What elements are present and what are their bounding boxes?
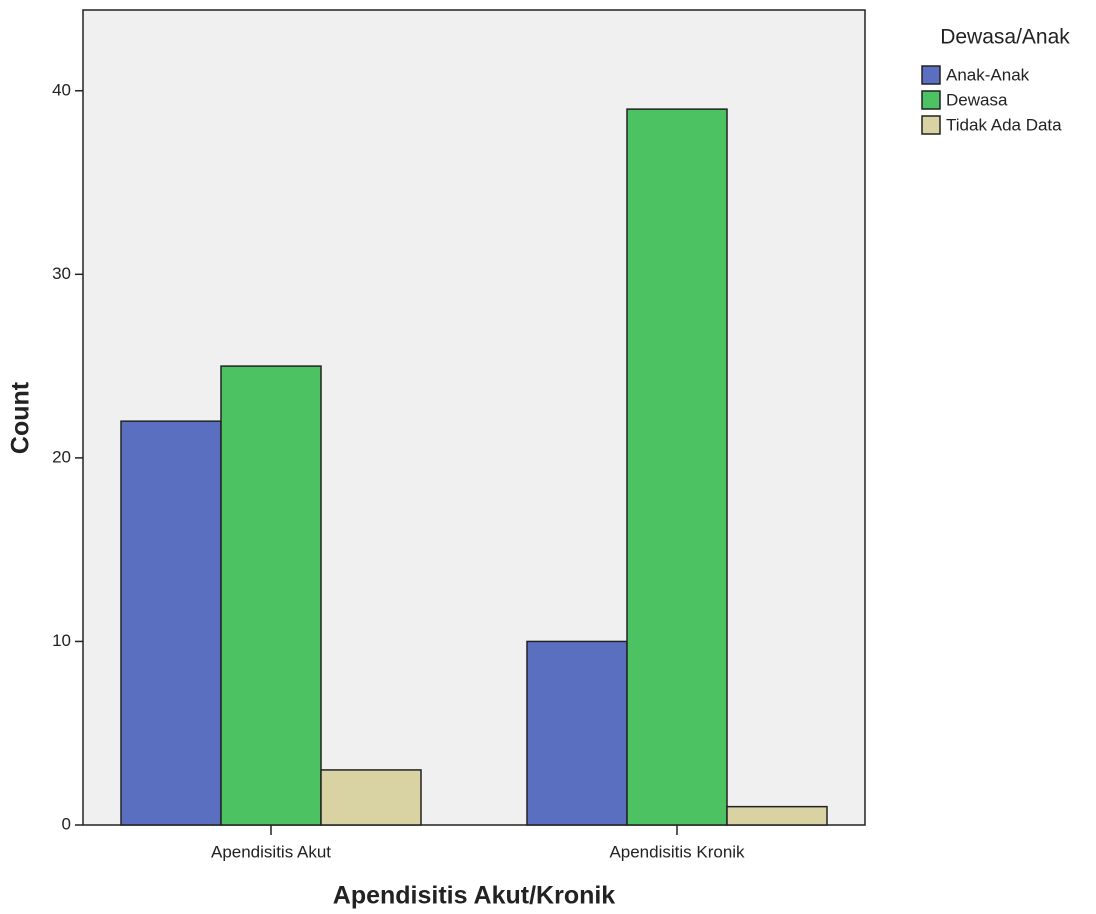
legend-swatch bbox=[921, 90, 941, 110]
y-axis-title: Count bbox=[7, 381, 35, 454]
x-tick-label: Apendisitis Akut bbox=[211, 842, 331, 861]
y-tick-label: 30 bbox=[52, 264, 71, 283]
legend-label: Anak-Anak bbox=[946, 65, 1030, 84]
bar bbox=[220, 365, 322, 826]
bar bbox=[120, 420, 222, 826]
legend-title: Dewasa/Anak bbox=[940, 26, 1070, 49]
legend-label: Tidak Ada Data bbox=[946, 115, 1062, 134]
x-axis-title: Apendisitis Akut/Kronik bbox=[333, 882, 616, 910]
legend-swatch bbox=[921, 65, 941, 85]
bar bbox=[626, 108, 728, 826]
bar bbox=[726, 805, 828, 826]
bar bbox=[320, 769, 422, 826]
legend-label: Dewasa bbox=[946, 90, 1008, 109]
legend-swatch bbox=[921, 115, 941, 135]
y-tick-label: 0 bbox=[62, 814, 71, 833]
y-tick-label: 40 bbox=[52, 80, 71, 99]
bar bbox=[526, 640, 628, 826]
y-tick-label: 10 bbox=[52, 631, 71, 650]
y-tick-label: 20 bbox=[52, 447, 71, 466]
x-tick-label: Apendisitis Kronik bbox=[609, 842, 745, 861]
